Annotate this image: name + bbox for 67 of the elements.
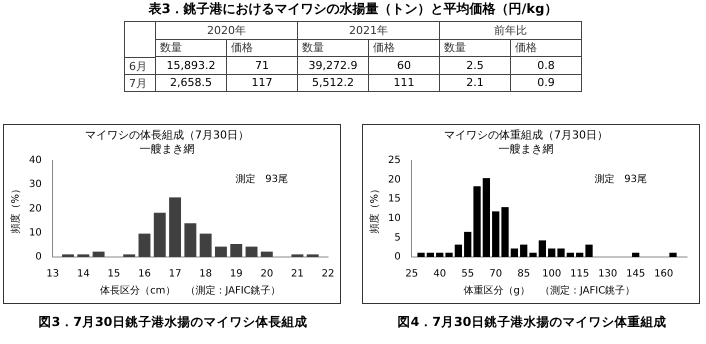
data-label: 15,893.2 — [156, 56, 226, 74]
data-label: 111 — [368, 74, 440, 92]
x-tick-label: 13 — [46, 268, 60, 280]
y-tick-label: 10 — [388, 212, 401, 224]
text: 2020年 — [156, 22, 298, 39]
x-tick-label: 20 — [260, 268, 274, 280]
data-label: 5,512.2 — [298, 74, 368, 92]
x-axis-title: 体長区分（cm） （測定：JAFIC銚子） — [100, 284, 281, 297]
caption: 図3．7月30日銚子港水揚のマイワシ体長組成 — [38, 314, 308, 331]
x-tick-label: 130 — [598, 268, 618, 280]
y-tick-label: 0 — [394, 252, 401, 263]
chart-subtitle: 一艘まき網 — [498, 142, 554, 156]
x-tick-label: 160 — [654, 268, 674, 280]
x-tick-label: 21 — [291, 268, 304, 280]
text: 前年比 — [440, 22, 582, 39]
x-tick-label: 55 — [461, 268, 474, 280]
chart-title: 表3．銚子港におけるマイワシの水揚量（トン）と平均価格（円/kg） — [148, 1, 558, 18]
y-tick-label: 20 — [28, 203, 42, 214]
caption: 図4．7月30日銚子港水揚のマイワシ体重組成 — [396, 314, 668, 331]
x-tick-label: 価格 — [368, 39, 440, 56]
x-tick-label: 15 — [108, 268, 120, 280]
x-tick-label: 18 — [199, 268, 212, 280]
y-tick-label: 0 — [35, 252, 42, 263]
data-label: 2.5 — [440, 56, 510, 74]
x-tick-label: 85 — [517, 268, 530, 280]
x-tick-label: 70 — [489, 268, 502, 280]
x-tick-label: 25 — [405, 268, 418, 280]
data-label: 71 — [226, 56, 298, 74]
data-label: 2,658.5 — [156, 74, 226, 92]
y-tick-label: 40 — [28, 154, 42, 166]
y-axis-title: 頻度（%） — [368, 184, 381, 234]
text: 2021年 — [298, 22, 440, 39]
y-tick-label: 15 — [388, 194, 401, 205]
annotation: 測定 93尾 — [594, 172, 647, 185]
x-tick-label: 40 — [433, 268, 446, 280]
y-tick-label: 5 — [394, 232, 401, 244]
chart-title: マイワシの体重組成（7月30日） — [444, 128, 608, 142]
x-tick-label: 数量 — [156, 39, 226, 56]
data-label: 0.9 — [510, 74, 582, 92]
x-tick-label: 価格 — [510, 39, 582, 56]
x-tick-label: 19 — [230, 268, 243, 280]
y-tick-label: 10 — [28, 227, 42, 238]
x-tick-label: 145 — [626, 268, 646, 280]
annotation: 測定 93尾 — [235, 172, 288, 185]
x-tick-label: 14 — [76, 268, 90, 280]
y-tick-label: 25 — [388, 154, 401, 166]
x-axis-title: 体重区分（g） （測定：JAFIC銚子） — [464, 284, 636, 297]
x-tick-label: 100 — [542, 268, 562, 280]
chart-title: マイワシの体長組成（7月30日） — [85, 128, 249, 142]
y-tick-label: 20 — [388, 174, 401, 186]
y-tick-label: 6月 — [124, 58, 156, 74]
data-label: 39,272.9 — [298, 56, 368, 74]
x-tick-label: 16 — [138, 268, 151, 280]
y-tick-label: 7月 — [124, 74, 156, 92]
x-tick-label: 115 — [570, 268, 590, 280]
x-tick-label: 22 — [322, 268, 334, 280]
chart-subtitle: 一艘まき網 — [140, 142, 194, 156]
x-tick-label: 数量 — [440, 39, 510, 56]
x-tick-label: 数量 — [298, 39, 368, 56]
x-tick-label: 17 — [168, 268, 182, 280]
y-axis-title: 頻度（%） — [10, 184, 22, 234]
data-label: 2.1 — [440, 74, 510, 92]
data-label: 60 — [368, 56, 440, 74]
data-label: 117 — [226, 74, 298, 92]
y-tick-label: 30 — [28, 179, 42, 190]
data-label: 0.8 — [510, 56, 582, 74]
x-tick-label: 価格 — [226, 39, 298, 56]
